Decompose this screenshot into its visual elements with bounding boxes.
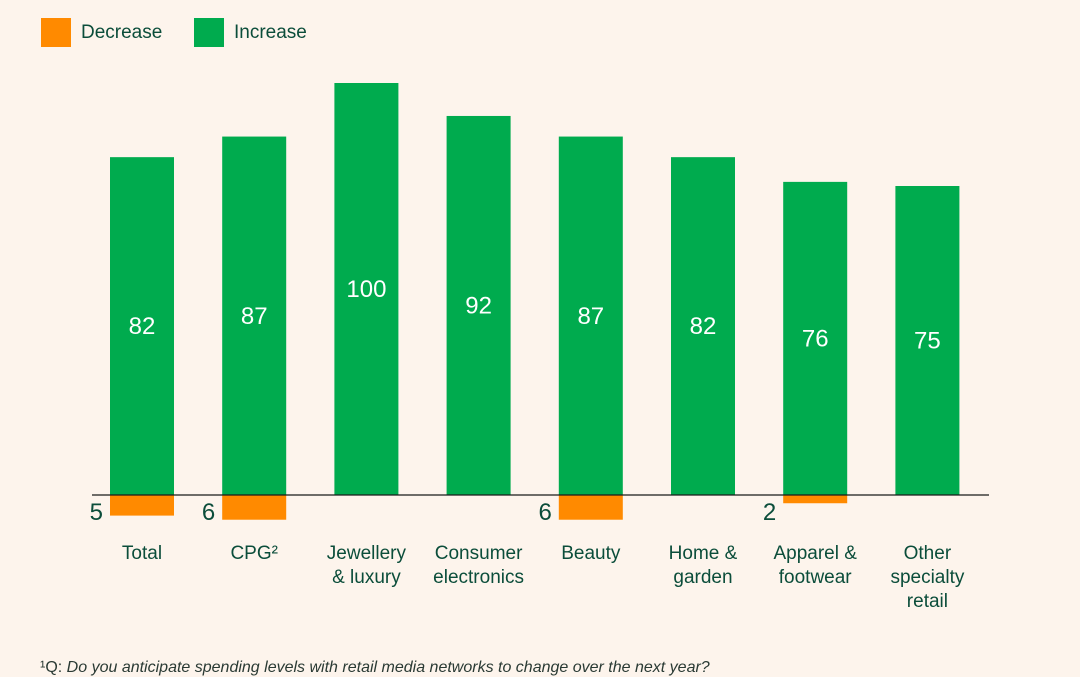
increase-value-label: 75 [914, 328, 941, 355]
category-label-line: & luxury [332, 567, 401, 588]
increase-bar [334, 83, 399, 495]
decrease-bar [222, 495, 287, 520]
increase-bar [222, 136, 287, 495]
category-label: Total [122, 543, 162, 564]
category-label-line: Home & [669, 543, 738, 564]
category-label-line: specialty [890, 567, 964, 588]
category-label-line: retail [907, 591, 948, 612]
category-label-line: garden [673, 567, 732, 588]
category-label: Jewellery & luxury [327, 543, 407, 588]
legend-swatch-decrease [41, 18, 71, 47]
category-label-line: CPG² [230, 543, 278, 564]
decrease-bar [783, 495, 848, 504]
decrease-bar [558, 495, 623, 520]
decrease-value-label: 5 [90, 499, 103, 526]
increase-bar [783, 181, 848, 495]
increase-value-label: 100 [346, 276, 386, 303]
category-label: Other specialty retail [890, 543, 964, 612]
increase-bar [446, 115, 511, 496]
category-label-line: Beauty [561, 543, 621, 564]
decrease-value-label: 6 [538, 499, 551, 526]
legend-label-increase: Increase [234, 22, 307, 43]
category-label-line: Total [122, 543, 162, 564]
increase-value-label: 87 [241, 303, 268, 330]
increase-value-label: 92 [465, 292, 492, 319]
category-label: Beauty [561, 543, 621, 564]
increase-value-label: 76 [802, 325, 829, 352]
decrease-bar [110, 495, 174, 516]
category-label-line: electronics [433, 567, 524, 588]
legend-swatch-increase [194, 18, 224, 47]
footnote-question: Do you anticipate spending levels with r… [66, 659, 710, 676]
increase-value-label: 82 [129, 313, 156, 340]
increase-value-label: 87 [577, 303, 604, 330]
increase-bar [558, 136, 623, 495]
decrease-value-label: 2 [763, 499, 776, 526]
legend-label-decrease: Decrease [81, 22, 162, 43]
category-label: Home & garden [669, 543, 738, 588]
increase-value-label: 82 [690, 313, 717, 340]
category-label-line: Other [904, 543, 952, 564]
decrease-value-label: 6 [202, 499, 215, 526]
category-label-line: Jewellery [327, 543, 407, 564]
increase-bar [110, 157, 174, 495]
footnote-marker: ¹Q: [40, 659, 63, 676]
category-label-line: footwear [779, 567, 853, 588]
increase-bar [895, 186, 960, 495]
category-label: CPG² [230, 543, 278, 564]
category-label-line: Consumer [435, 543, 523, 564]
category-label: Consumer electronics [433, 543, 524, 588]
category-label-line: Apparel & [773, 543, 857, 564]
increase-bar [671, 157, 735, 495]
category-label: Apparel & footwear [773, 543, 857, 588]
footnote: ¹Q: Do you anticipate spending levels wi… [40, 659, 710, 677]
bar-chart: Decrease Increase 82 5 Total 87 6 CPG² 100 Jewell… [41, 18, 989, 612]
